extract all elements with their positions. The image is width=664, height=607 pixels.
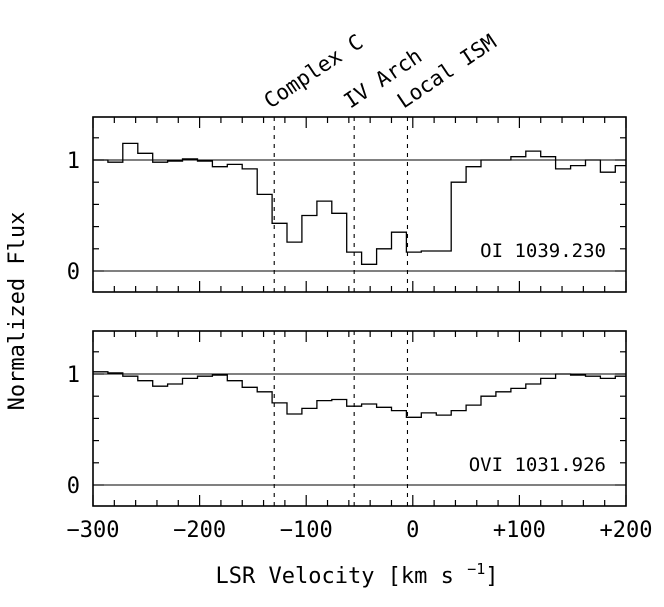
ion-label: OVI 1031.926	[469, 454, 606, 476]
panels: 0 1 OI 1039.230 0 1 OVI 1031.926	[67, 116, 627, 507]
y-tick-label: 1	[67, 363, 80, 388]
x-tick-label: +100	[493, 518, 546, 543]
x-tick-label: −300	[67, 518, 120, 543]
x-tick-label: 0	[406, 518, 419, 543]
y-axis-label: Normalized Flux	[5, 212, 30, 411]
y-tick-label: 0	[67, 260, 80, 285]
spectrum-line	[93, 142, 626, 265]
spectrum-line	[93, 371, 626, 418]
y-tick-label: 0	[67, 474, 80, 499]
x-axis-label: LSR Velocity [km s −1]	[216, 560, 499, 589]
panel-oi: 0 1 OI 1039.230	[67, 116, 627, 293]
y-tick-label: 1	[67, 149, 80, 174]
x-tick-label: +200	[600, 518, 653, 543]
x-tick-label: −100	[280, 518, 333, 543]
ion-label: OI 1039.230	[480, 240, 606, 262]
panel-ovi: 0 1 OVI 1031.926	[67, 330, 627, 507]
x-tick-label: −200	[173, 518, 226, 543]
panel-frame	[92, 116, 627, 293]
panel-frame	[92, 330, 627, 507]
axes: −300 −200 −100 0 +100 +200 LSR Velocity [km s …	[5, 212, 652, 589]
